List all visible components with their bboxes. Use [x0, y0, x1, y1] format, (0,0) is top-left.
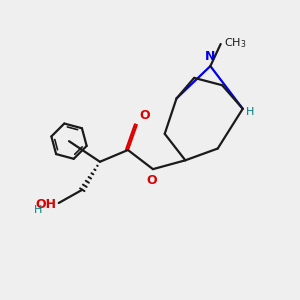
Text: N: N	[205, 50, 215, 62]
Text: H: H	[34, 206, 42, 215]
Text: OH: OH	[35, 198, 56, 211]
Text: O: O	[146, 174, 157, 188]
Text: CH$_3$: CH$_3$	[224, 37, 246, 50]
Text: O: O	[139, 109, 150, 122]
Text: H: H	[246, 107, 255, 117]
